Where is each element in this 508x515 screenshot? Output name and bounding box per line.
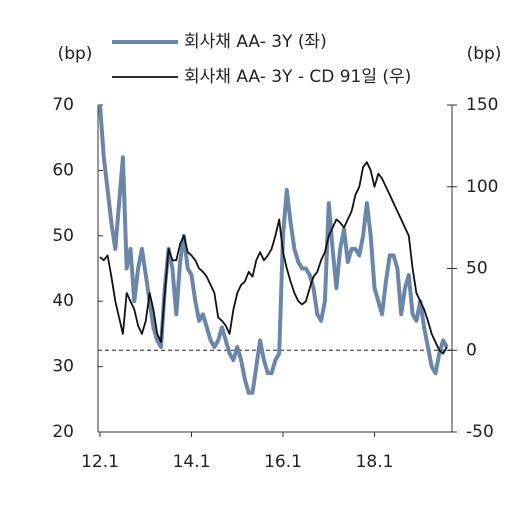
y2-tick-label: 50 (466, 259, 488, 279)
x-tick-label: 18.1 (356, 452, 394, 472)
y2-tick-label: -50 (466, 422, 494, 442)
y2-tick-label: 150 (466, 95, 498, 115)
series-line (98, 104, 449, 395)
y2-tick-label: 100 (466, 177, 498, 197)
y-tick-label: 40 (52, 291, 74, 311)
x-tick-label: 14.1 (173, 452, 211, 472)
y-tick-label: 20 (52, 422, 74, 442)
legend-label: 회사채 AA- 3Y - CD 91일 (우) (184, 67, 411, 87)
y-tick-label: 30 (52, 357, 74, 377)
x-tick-label: 16.1 (264, 452, 302, 472)
legend-label: 회사채 AA- 3Y (좌) (184, 32, 327, 52)
x-tick-label: 12.1 (81, 452, 119, 472)
y-tick-label: 70 (52, 95, 74, 115)
series-line (99, 161, 448, 355)
y-tick-label: 50 (52, 226, 74, 246)
y2-axis-label: (bp) (467, 44, 502, 64)
y-axis-label: (bp) (58, 44, 93, 64)
y-tick-label: 60 (52, 160, 74, 180)
y2-tick-label: 0 (466, 340, 477, 360)
